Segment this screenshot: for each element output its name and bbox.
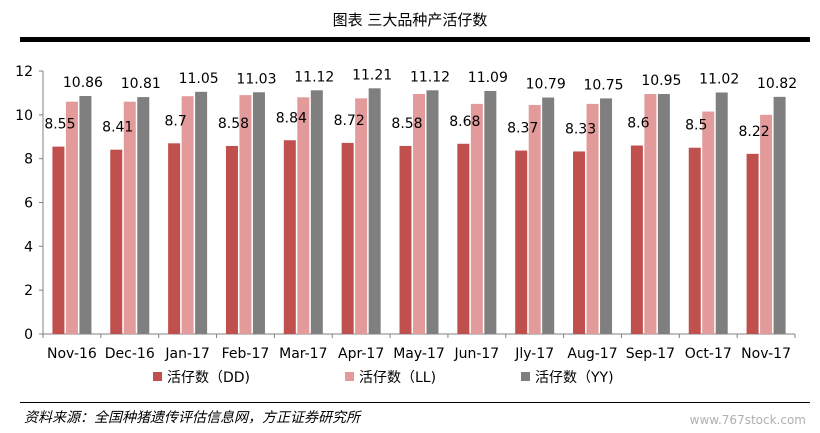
- legend-swatch: [345, 372, 354, 381]
- data-label: 10.79: [526, 77, 566, 93]
- x-tick-label: Dec-16: [105, 346, 155, 362]
- bar: [600, 98, 613, 334]
- x-tick-label: Jun-17: [453, 346, 499, 362]
- data-label: 8.72: [334, 113, 365, 129]
- x-tick-label: May-17: [393, 346, 445, 362]
- bar: [341, 142, 354, 334]
- x-tick-label: Apr-17: [338, 346, 384, 362]
- bar: [123, 101, 136, 334]
- bottom-rule: [20, 402, 810, 403]
- y-tick-label: 8: [24, 152, 33, 168]
- data-label: 11.21: [352, 67, 392, 83]
- bar: [310, 90, 323, 334]
- data-label: 11.02: [699, 71, 739, 87]
- legend-swatch: [153, 372, 162, 381]
- bar: [52, 146, 65, 334]
- bar: [137, 97, 150, 334]
- source-note: 资料来源：全国种猪遗传评估信息网，方正证券研究所: [24, 410, 360, 426]
- watermark: www.767stock.com: [689, 413, 806, 427]
- top-rule: [20, 37, 810, 42]
- bar: [715, 92, 728, 334]
- x-tick-label: Nov-17: [741, 346, 791, 362]
- data-label: 8.6: [627, 116, 649, 132]
- data-label: 11.12: [410, 69, 450, 85]
- data-label: 8.5: [685, 118, 707, 134]
- data-label: 8.55: [44, 117, 75, 133]
- x-tick-label: Feb-17: [222, 346, 270, 362]
- bar-chart: 0 2 4 6 8 10 12 Nov-16 Dec-16 Jan-17 Feb-17 Mar-17 A…: [15, 64, 797, 386]
- bar: [368, 88, 381, 334]
- bar: [297, 97, 310, 334]
- data-label: 10.81: [121, 76, 161, 92]
- x-tick-label: Aug-17: [567, 346, 617, 362]
- data-label: 8.7: [164, 113, 186, 129]
- legend-label: 活仔数（DD): [167, 370, 250, 386]
- data-label: 8.37: [507, 121, 538, 137]
- bar: [283, 140, 296, 334]
- bar: [528, 104, 541, 335]
- data-label: 8.33: [565, 121, 596, 137]
- bar: [168, 143, 181, 334]
- bar: [586, 103, 599, 334]
- y-tick-label: 6: [24, 196, 33, 212]
- data-label: 11.12: [294, 69, 334, 85]
- data-label: 8.58: [218, 116, 249, 132]
- legend-swatch: [521, 372, 530, 381]
- bar: [252, 92, 265, 335]
- bar: [399, 145, 412, 334]
- bar: [773, 96, 786, 334]
- y-tick-label: 12: [15, 64, 33, 80]
- bar: [181, 96, 194, 335]
- bar: [355, 98, 368, 334]
- bar: [470, 103, 483, 334]
- x-tick-label: Jly-17: [514, 346, 554, 362]
- y-tick-label: 10: [15, 108, 33, 124]
- data-label: 10.82: [757, 76, 797, 92]
- y-tick-label: 0: [24, 327, 33, 343]
- bar: [644, 94, 657, 334]
- bar: [573, 151, 586, 334]
- bar: [65, 101, 78, 334]
- bar: [702, 111, 715, 334]
- bar: [239, 95, 252, 334]
- bar: [110, 149, 123, 334]
- data-label: 11.03: [236, 71, 276, 87]
- bar: [79, 95, 92, 334]
- legend-label: 活仔数（LL): [359, 370, 436, 386]
- data-label: 8.84: [276, 110, 307, 126]
- data-label: 10.86: [63, 75, 103, 91]
- data-label: 11.09: [468, 70, 508, 86]
- x-tick-label: Nov-16: [47, 346, 97, 362]
- bar: [225, 145, 238, 334]
- data-label: 8.58: [391, 116, 422, 132]
- chart-title: 图表 三大品种产活仔数: [332, 11, 488, 29]
- data-label: 8.68: [449, 114, 480, 130]
- x-tick-label: Jan-17: [164, 346, 209, 362]
- bar: [657, 94, 670, 334]
- bar: [515, 150, 528, 334]
- data-label: 11.05: [179, 71, 219, 87]
- bar: [630, 145, 643, 334]
- bar: [195, 91, 208, 334]
- legend-label: 活仔数（YY): [535, 370, 614, 386]
- x-tick-label: Mar-17: [279, 346, 327, 362]
- x-tick-label: Oct-17: [685, 346, 732, 362]
- y-tick-label: 2: [24, 283, 33, 299]
- data-label: 10.75: [583, 77, 623, 93]
- data-label: 10.95: [641, 73, 681, 89]
- bar: [542, 97, 555, 334]
- bar: [484, 90, 497, 334]
- x-tick-label: Sep-17: [626, 346, 675, 362]
- bar: [413, 94, 425, 334]
- bar: [457, 143, 470, 334]
- bar: [746, 153, 759, 334]
- data-label: 8.41: [102, 120, 133, 136]
- data-label: 8.22: [738, 124, 769, 140]
- bar: [760, 114, 773, 334]
- y-tick-label: 4: [24, 239, 33, 255]
- bar: [688, 147, 701, 334]
- bar: [426, 90, 439, 334]
